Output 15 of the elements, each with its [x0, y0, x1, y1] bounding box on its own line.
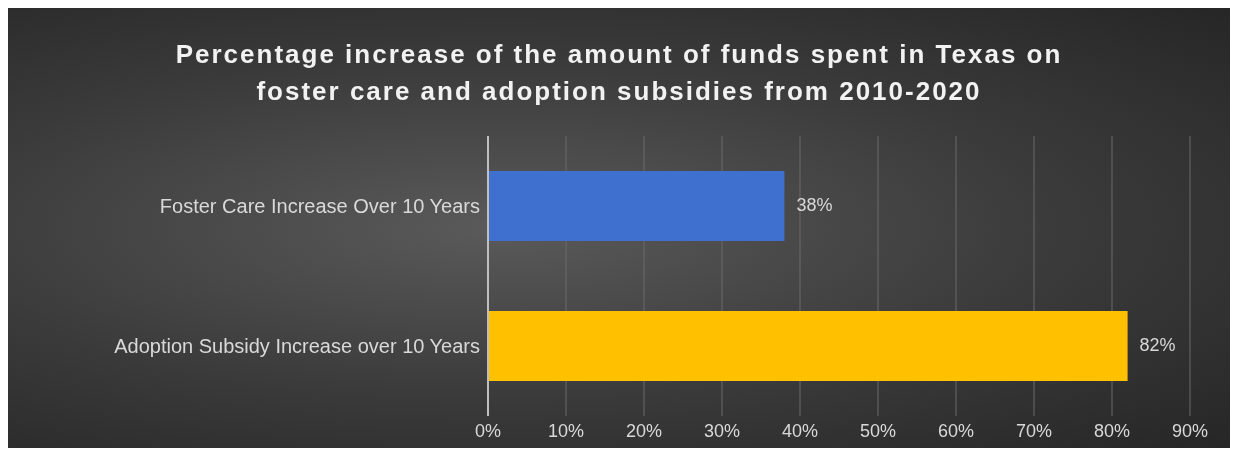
- x-tick-label: 0%: [474, 420, 502, 441]
- x-tick-label: 80%: [1093, 420, 1131, 441]
- chart-title: Percentage increase of the amount of funds spent in Texas on foster care and adoption subsidies from 2010-2020: [174, 38, 1064, 108]
- x-tick-label: 90%: [1171, 420, 1209, 441]
- x-tick-label: 20%: [625, 420, 663, 441]
- x-tick-label: 10%: [547, 420, 585, 441]
- x-tick-label: 40%: [781, 420, 819, 441]
- x-tick-label: 50%: [859, 420, 897, 441]
- x-tick-label: 30%: [703, 420, 741, 441]
- x-tick-label: 70%: [1015, 420, 1053, 441]
- y-tick-label: Foster Care Increase Over 10 Years: [159, 195, 480, 218]
- y-tick-label: Adoption Subsidy Increase over 10 Years: [114, 335, 480, 358]
- x-tick-label: 60%: [937, 420, 975, 441]
- data-label: 38%: [796, 194, 833, 215]
- data-label: 82%: [1139, 334, 1176, 355]
